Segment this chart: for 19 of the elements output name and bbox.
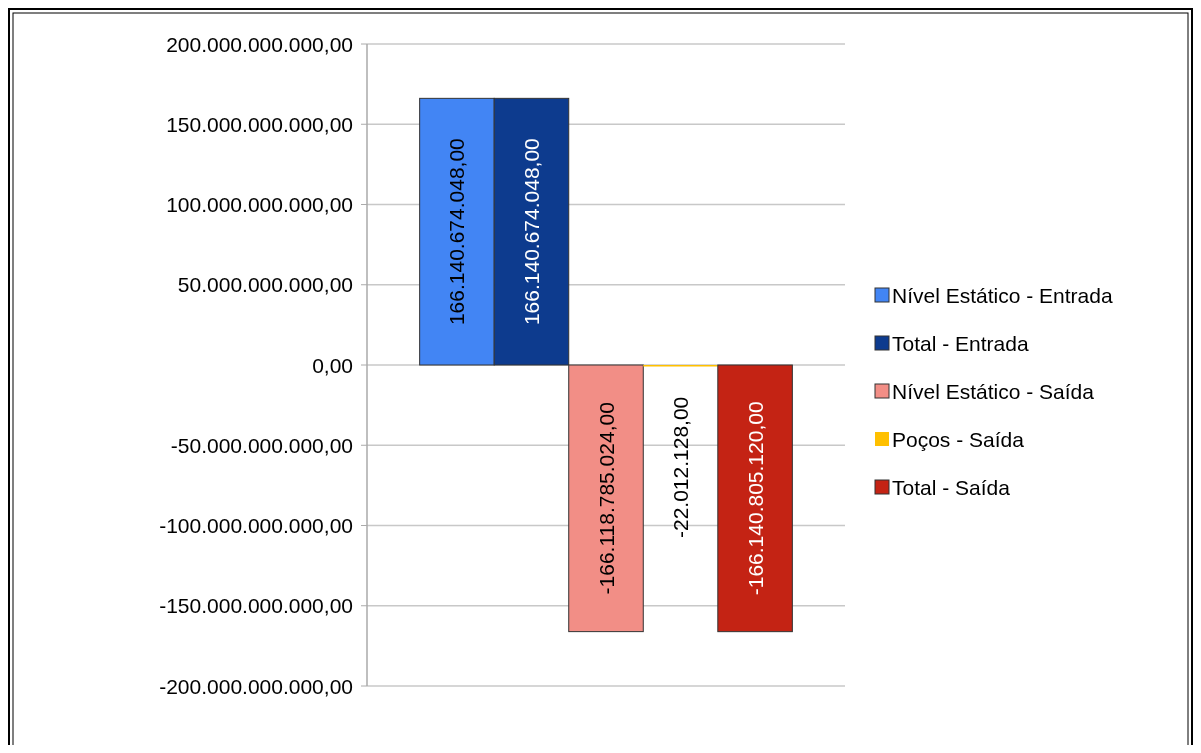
data-label: -166.140.805.120,00 bbox=[743, 401, 767, 596]
legend-label: Total - Entrada bbox=[892, 331, 1029, 355]
y-tick-label: 200.000.000.000,00 bbox=[166, 32, 353, 56]
data-label: 166.140.674.048,00 bbox=[445, 138, 469, 326]
data-label: -166.118.785.024,00 bbox=[594, 402, 618, 595]
data-label: 166.140.674.048,00 bbox=[519, 138, 543, 326]
legend-label: Nível Estático - Saída bbox=[892, 379, 1095, 403]
y-tick-label: -200.000.000.000,00 bbox=[159, 674, 353, 698]
y-tick-label: 50.000.000.000,00 bbox=[177, 273, 353, 297]
y-tick-label: -150.000.000.000,00 bbox=[159, 594, 353, 618]
y-tick-label: 100.000.000.000,00 bbox=[166, 193, 353, 216]
y-tick-label: 150.000.000.000,00 bbox=[166, 112, 353, 136]
legend-label: Total - Saída bbox=[892, 475, 1011, 499]
y-tick-label: 0,00 bbox=[312, 353, 353, 377]
legend-label: Poços - Saída bbox=[892, 427, 1025, 451]
data-label: -22.012.128,00 bbox=[669, 396, 693, 539]
legend-label: Nível Estático - Entrada bbox=[892, 283, 1113, 307]
y-tick-label: -100.000.000.000,00 bbox=[159, 514, 353, 537]
y-tick-label: -50.000.000.000,00 bbox=[170, 433, 353, 457]
